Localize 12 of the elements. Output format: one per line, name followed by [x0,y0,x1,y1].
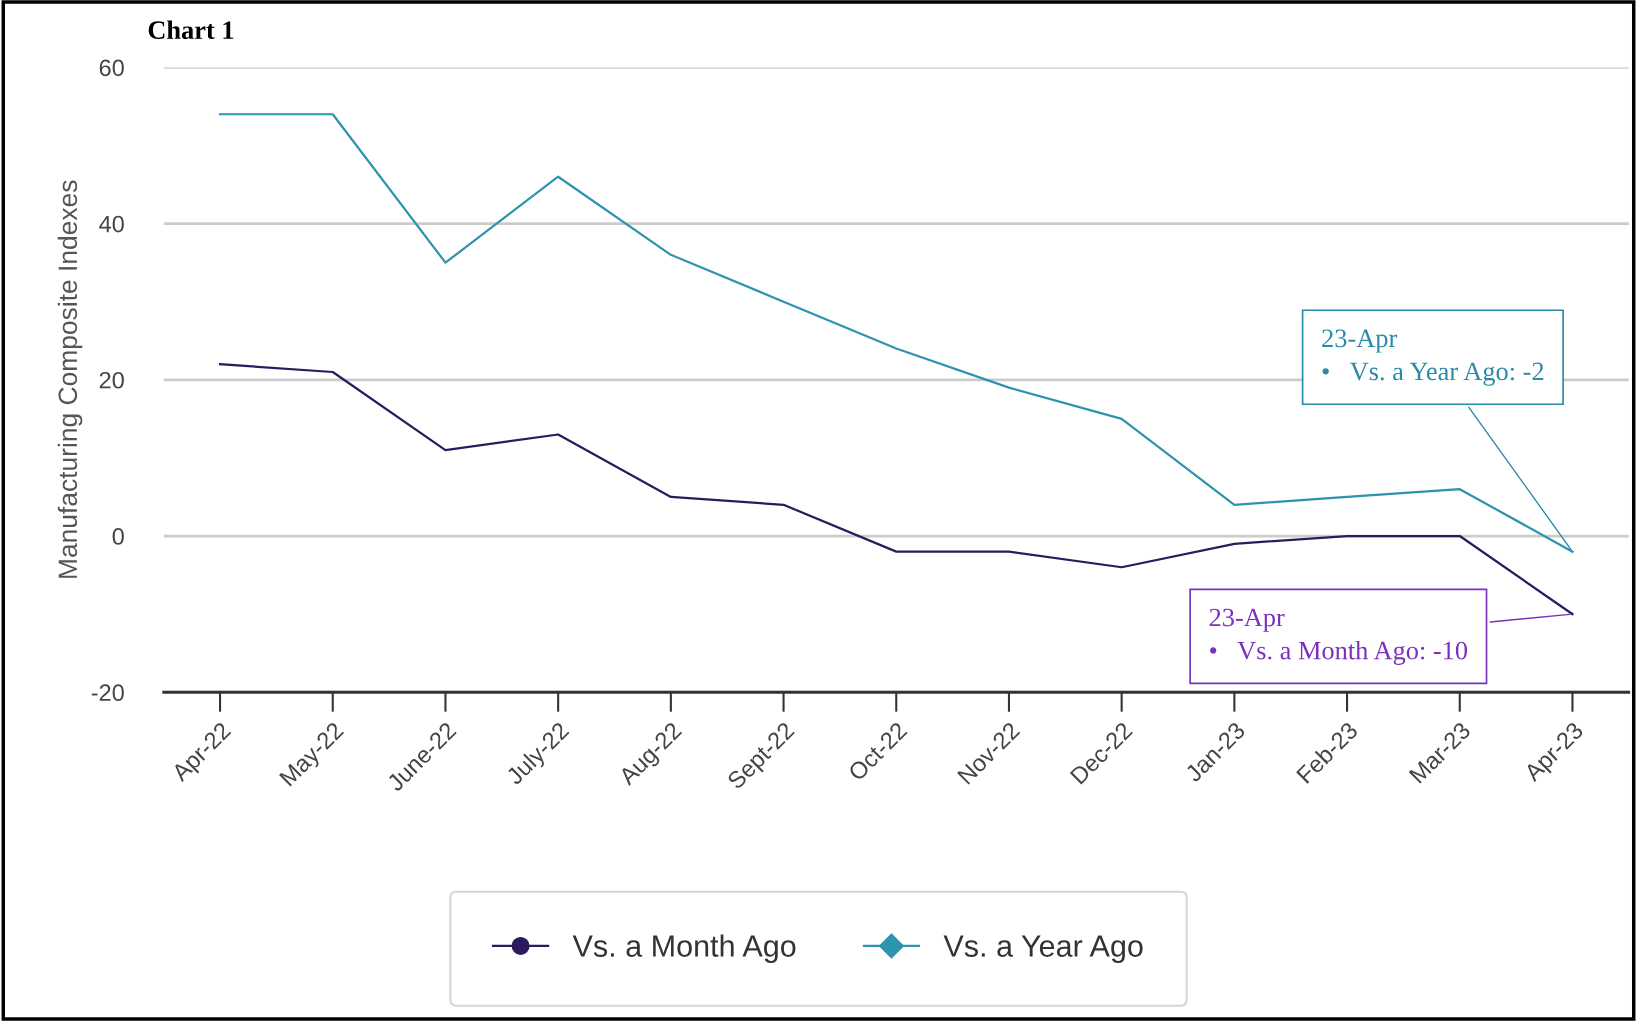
annotation: 23-Apr • Vs. a Month Ago: -10 [1209,608,1468,665]
chart-title: Chart 1 [148,20,234,40]
y-tick-label: 40 [99,215,124,233]
legend-label: Vs. a Month Ago [572,934,796,963]
annotation: 23-Apr • Vs. a Year Ago: -2 [1322,329,1544,386]
line-series [218,113,1574,553]
y-tick-label: 0 [112,528,124,545]
y-tick-label: -20 [91,684,124,702]
legend-label: Vs. a Year Ago [943,935,1143,963]
y-tick-label: 20 [99,371,124,389]
y-axis-title: Manufacturing Composite Indexes [57,180,83,578]
y-tick-label: 60 [99,59,124,77]
